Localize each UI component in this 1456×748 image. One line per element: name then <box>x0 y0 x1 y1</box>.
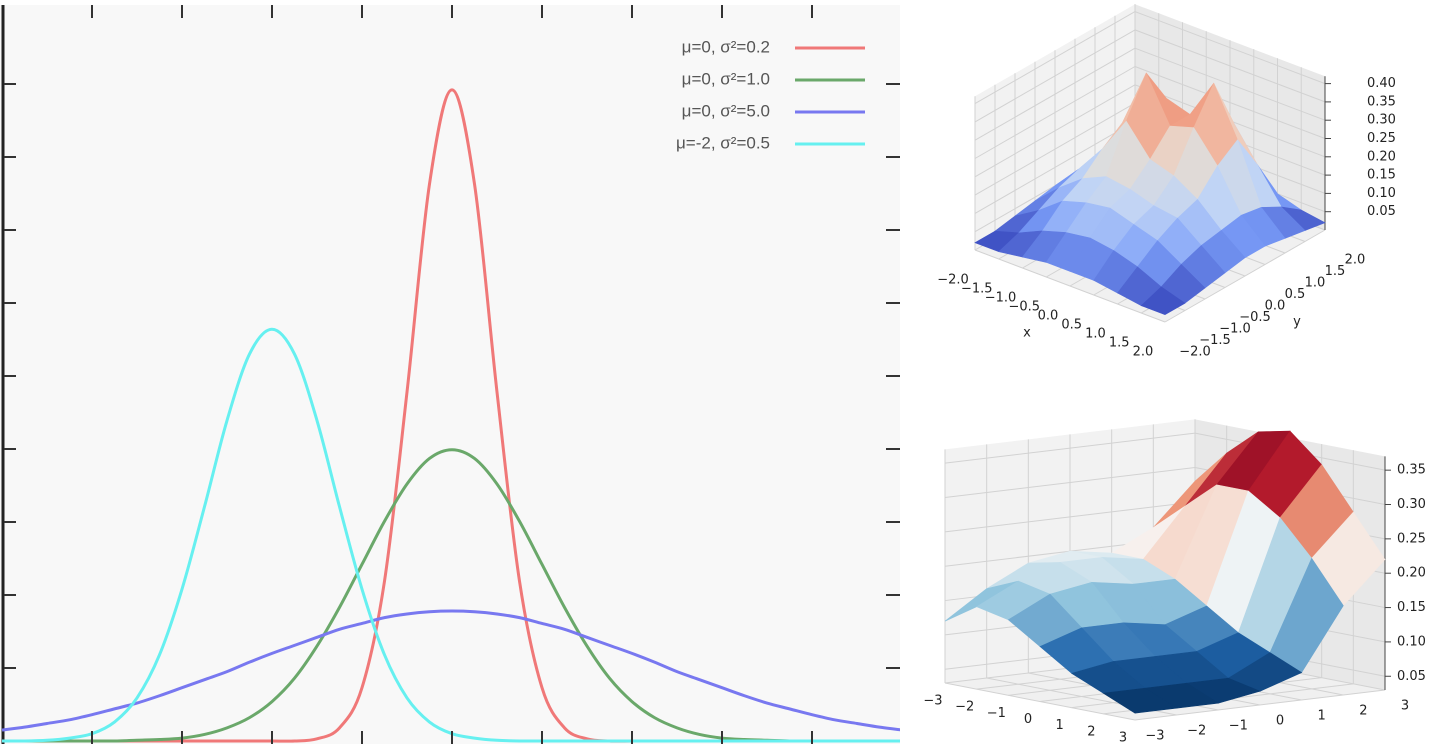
surface-patch <box>1102 687 1178 714</box>
legend-text: μ=-2, σ²=0.5 <box>676 133 770 152</box>
y-axis-label: y <box>1293 315 1301 330</box>
x-tick-label: −1 <box>987 706 1006 721</box>
grid-line <box>1134 47 1326 121</box>
x-tick-label: −1.0 <box>985 291 1017 306</box>
y-tick-label: 0 <box>1276 714 1284 729</box>
z-tick-label: 0.30 <box>1397 497 1426 512</box>
x-tick-label: −2 <box>955 700 974 715</box>
x-tick-label: 0 <box>1024 712 1032 727</box>
z-tick-label: 0.20 <box>1397 566 1426 581</box>
y-tick-label: −2 <box>1187 724 1206 739</box>
z-tick-label: 0.10 <box>1367 186 1396 201</box>
grid-line <box>974 120 1136 214</box>
grid-line <box>944 432 1196 464</box>
y-tick-label: 0.5 <box>1285 287 1306 302</box>
z-tick-label: 0.35 <box>1397 463 1426 478</box>
z-tick-label: 0.10 <box>1397 634 1426 649</box>
grid-line <box>974 47 1136 141</box>
y-tick-label: −1.0 <box>1219 322 1251 337</box>
x-tick-label: 0.5 <box>1061 318 1082 333</box>
y-tick-label: −2.0 <box>1179 345 1211 360</box>
y-tick-label: −1 <box>1229 719 1248 734</box>
x-tick-label: 0.0 <box>1038 309 1059 324</box>
grid-line <box>974 11 1136 105</box>
y-tick-label: 2 <box>1359 704 1367 719</box>
z-tick-label: 0.05 <box>1397 669 1426 684</box>
grid-line <box>944 682 1136 721</box>
series-line <box>1 609 900 732</box>
z-tick-label: 0.35 <box>1367 94 1396 109</box>
y-tick-label: 1.5 <box>1325 264 1346 279</box>
x-axis-label: x <box>1023 326 1031 341</box>
series-line <box>1 327 900 743</box>
plot-background <box>0 5 900 744</box>
x-tick-label: 2.0 <box>1133 345 1154 360</box>
z-tick-label: 0.25 <box>1397 531 1426 546</box>
y-tick-label: 0.0 <box>1265 299 1286 314</box>
grid-line <box>1134 66 1326 139</box>
x-tick-label: 3 <box>1119 731 1127 745</box>
legend-text: μ=0, σ²=1.0 <box>682 69 770 88</box>
y-tick-label: −1.5 <box>1199 333 1231 348</box>
grid-line <box>974 249 1166 323</box>
x-tick-label: 1 <box>1056 718 1064 733</box>
grid-line <box>974 29 1136 123</box>
legend-text: μ=0, σ²=0.2 <box>682 37 770 56</box>
y-tick-label: 1.0 <box>1305 276 1326 291</box>
z-tick-label: 0.30 <box>1367 113 1396 128</box>
z-tick-label: 0.40 <box>1367 76 1396 91</box>
y-tick-label: −3 <box>1145 729 1164 744</box>
x-tick-label: −0.5 <box>1008 300 1040 315</box>
grid-line <box>974 102 1136 196</box>
x-tick-label: 1.5 <box>1109 336 1130 351</box>
grid-line <box>1134 29 1326 103</box>
z-tick-label: 0.25 <box>1367 131 1396 146</box>
surface-patch <box>1140 286 1186 316</box>
grid-line <box>974 84 1136 178</box>
grid-line <box>1134 11 1326 85</box>
y-tick-label: 1 <box>1318 709 1326 724</box>
x-tick-label: −2.0 <box>937 273 969 288</box>
z-tick-label: 0.15 <box>1397 600 1426 615</box>
line-layer <box>1 88 900 743</box>
y-tick-label: 2.0 <box>1345 253 1366 268</box>
z-tick-label: 0.15 <box>1367 168 1396 183</box>
y-tick-label: −0.5 <box>1239 310 1271 325</box>
x-tick-label: −1.5 <box>961 282 993 297</box>
x-tick-label: 1.0 <box>1085 327 1106 342</box>
x-tick-label: −3 <box>923 694 942 709</box>
grid-line <box>944 467 1196 499</box>
x-tick-label: 2 <box>1087 724 1095 739</box>
z-tick-label: 0.20 <box>1367 149 1396 164</box>
grid-line <box>944 501 1196 533</box>
legend-text: μ=0, σ²=5.0 <box>682 101 770 120</box>
y-tick-label: 3 <box>1401 699 1409 714</box>
z-tick-label: 0.05 <box>1367 204 1396 219</box>
grid-line <box>974 66 1136 159</box>
